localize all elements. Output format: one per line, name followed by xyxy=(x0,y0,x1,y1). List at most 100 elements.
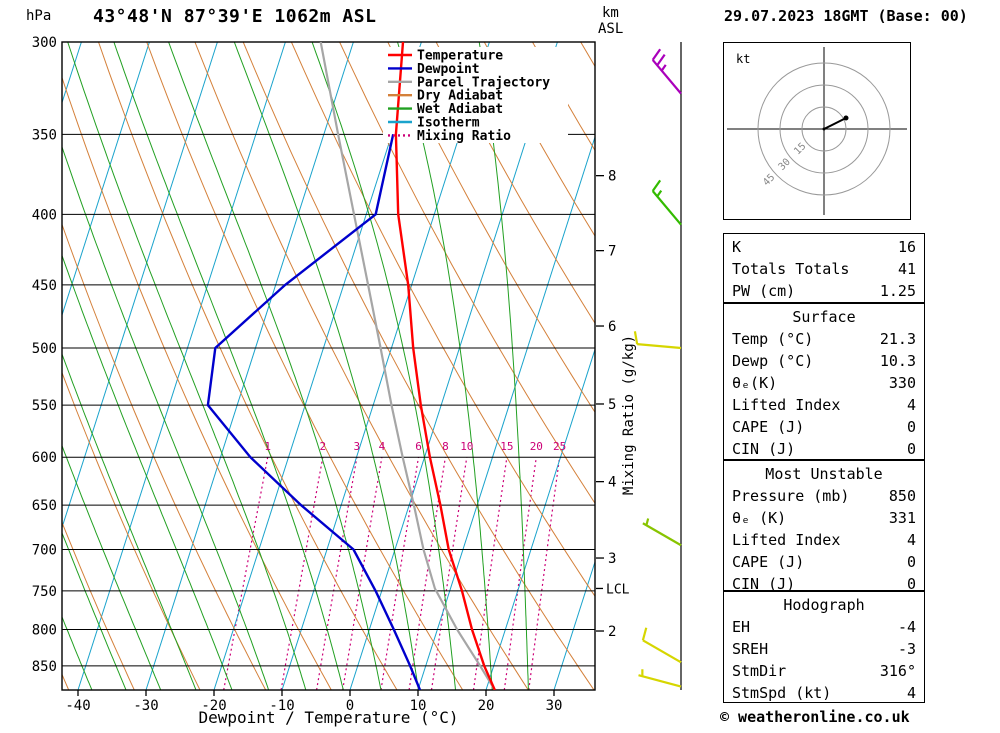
wind-barb xyxy=(651,179,682,226)
stats-label: Lifted Index xyxy=(732,396,841,414)
stats-label: θₑ (K) xyxy=(732,509,787,527)
wind-barb xyxy=(638,669,682,688)
stats-row: StmSpd (kt) 4 xyxy=(724,682,924,704)
plot-border xyxy=(61,41,596,691)
svg-text:4: 4 xyxy=(608,475,616,491)
dry-adiabat-lines xyxy=(62,42,595,690)
svg-text:Wet Adiabat: Wet Adiabat xyxy=(417,102,503,117)
stats-value: 41 xyxy=(897,260,916,278)
svg-text:Mixing Ratio (g/kg): Mixing Ratio (g/kg) xyxy=(621,335,637,495)
hodo-ring xyxy=(779,84,869,174)
most-unstable-panel: Most Unstable Pressure (mb) 850 θₑ (K) 331 L… xyxy=(723,460,925,593)
surface-panel: Surface Temp (°C) 21.3 Dewp (°C) 10.3 θₑ(K) 3… xyxy=(723,303,925,460)
temperature-line xyxy=(394,42,496,690)
svg-text:30: 30 xyxy=(546,698,563,714)
svg-text:500: 500 xyxy=(32,341,57,357)
copyright: © weatheronline.co.uk xyxy=(720,708,910,726)
parcel-trajectory-line xyxy=(319,42,496,690)
stats-label: PW (cm) xyxy=(732,282,796,300)
svg-text:LCL: LCL xyxy=(606,582,630,597)
temperature-axis-title: Dewpoint / Temperature (°C) xyxy=(198,708,459,727)
stats-label: Totals Totals xyxy=(732,260,850,278)
svg-text:1: 1 xyxy=(264,440,271,453)
stats-value: 4 xyxy=(906,684,916,702)
stats-value: 0 xyxy=(906,575,916,593)
stats-value: 4 xyxy=(906,531,916,549)
svg-text:600: 600 xyxy=(32,450,57,466)
svg-text:15: 15 xyxy=(500,440,513,453)
svg-text:550: 550 xyxy=(32,398,57,414)
wind-barb xyxy=(651,48,682,95)
svg-text:-40: -40 xyxy=(65,698,90,714)
stats-value: 10.3 xyxy=(879,352,916,370)
hodo-ring xyxy=(801,106,847,152)
svg-text:750: 750 xyxy=(32,584,57,600)
stats-row: θₑ(K) 330 xyxy=(724,372,924,394)
mixing-ratio-labels: 1 2 3 4 6 8 10 15 20 25 xyxy=(264,440,566,453)
stats-value: 850 xyxy=(888,487,916,505)
wind-barb xyxy=(633,331,682,350)
station-title: 43°48'N 87°39'E 1062m ASL xyxy=(93,6,377,27)
svg-text:300: 300 xyxy=(32,35,57,51)
svg-text:Mixing Ratio: Mixing Ratio xyxy=(417,129,511,144)
legend-bg xyxy=(383,47,568,143)
stats-row: SREH -3 xyxy=(724,638,924,660)
svg-text:Temperature: Temperature xyxy=(417,49,503,64)
stats-row: Dewp (°C) 10.3 xyxy=(724,350,924,372)
stats-value: 0 xyxy=(906,440,916,458)
hodo-ring xyxy=(757,62,891,196)
stats-label: CAPE (J) xyxy=(732,418,805,436)
stats-value: 316° xyxy=(879,662,916,680)
hodo-ring-label: 45 xyxy=(761,172,777,188)
most-unstable-panel-title: Most Unstable xyxy=(765,465,883,483)
stats-row: Temp (°C) 21.3 xyxy=(724,328,924,350)
stats-row: CAPE (J) 0 xyxy=(724,416,924,438)
stats-label: Pressure (mb) xyxy=(732,487,850,505)
stats-row: EH -4 xyxy=(724,616,924,638)
stats-row: StmDir 316° xyxy=(724,660,924,682)
stats-label: CAPE (J) xyxy=(732,553,805,571)
stats-row: Pressure (mb) 850 xyxy=(724,485,924,507)
wind-barb xyxy=(642,518,682,547)
stats-label: SREH xyxy=(732,640,769,658)
km-ticks: 2 3 4 5 6 7 8 xyxy=(596,169,616,640)
temp-axis-labels: -40 -30 -20 -10 0 10 20 30 xyxy=(65,690,562,714)
wind-barbs xyxy=(633,48,682,688)
svg-text:850: 850 xyxy=(32,659,57,675)
svg-text:650: 650 xyxy=(32,498,57,514)
lcl-marker: LCL xyxy=(596,582,630,597)
svg-text:2: 2 xyxy=(608,624,616,640)
asl-axis-label: ASL xyxy=(598,21,624,37)
stats-row: θₑ (K) 331 xyxy=(724,507,924,529)
pressure-axis-labels: 300 350 400 450 500 550 600 650 700 750 800 850 xyxy=(32,35,57,675)
hodo-ring-label: 15 xyxy=(792,141,808,157)
hodo-unit-label: kt xyxy=(736,52,750,66)
svg-text:400: 400 xyxy=(32,207,57,223)
profiles xyxy=(206,42,496,690)
indices-panel: K 16 Totals Totals 41 PW (cm) 1.25 xyxy=(723,233,925,303)
wet-adiabat-lines xyxy=(62,42,529,690)
svg-text:350: 350 xyxy=(32,127,57,143)
hodo-trace-end-dot xyxy=(843,115,849,121)
wind-barb xyxy=(641,627,682,664)
svg-text:6: 6 xyxy=(415,440,422,453)
mixing-ratio-axis-title: Mixing Ratio (g/kg) xyxy=(621,335,637,495)
stats-label: Dewp (°C) xyxy=(732,352,814,370)
mixing-ratio-lines xyxy=(223,457,561,690)
pressure-gridlines xyxy=(61,41,596,691)
stats-row: Totals Totals 41 xyxy=(724,258,924,280)
stats-value: 21.3 xyxy=(879,330,916,348)
svg-text:Dewpoint: Dewpoint xyxy=(417,62,480,77)
pressure-unit-label: hPa xyxy=(26,8,52,24)
run-datetime: 29.07.2023 18GMT (Base: 00) xyxy=(724,7,968,25)
svg-text:700: 700 xyxy=(32,543,57,559)
stats-row: CIN (J) 0 xyxy=(724,438,924,460)
stats-label: EH xyxy=(732,618,751,636)
stats-label: CIN (J) xyxy=(732,575,796,593)
svg-text:25: 25 xyxy=(553,440,566,453)
svg-text:20: 20 xyxy=(478,698,495,714)
svg-text:8: 8 xyxy=(608,169,616,185)
